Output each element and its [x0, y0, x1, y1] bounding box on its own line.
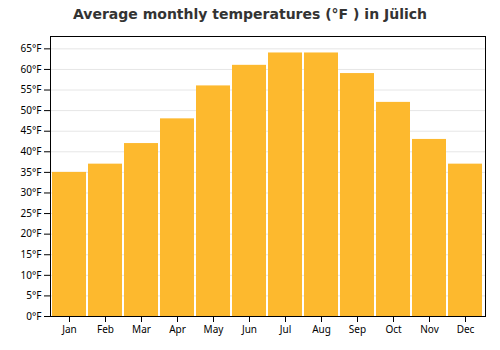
- svg-text:0°F: 0°F: [26, 309, 41, 323]
- svg-text:40°F: 40°F: [21, 144, 42, 158]
- html-text:Average monthly temperatures (: Average monthly temperatures (°F ) in Jü…: [73, 6, 427, 22]
- svg-text:35°F: 35°F: [21, 165, 42, 179]
- svg-text:50°F: 50°F: [21, 103, 42, 117]
- svg-text:45°F: 45°F: [21, 123, 42, 137]
- svg-text:Jul: Jul: [279, 322, 292, 336]
- svg-text:Nov: Nov: [420, 322, 439, 336]
- svg-text:Feb: Feb: [97, 322, 114, 336]
- svg-text:15°F: 15°F: [21, 247, 42, 261]
- svg-text:Dec: Dec: [457, 322, 475, 336]
- svg-text:Aug: Aug: [312, 322, 331, 336]
- svg-text:55°F: 55°F: [21, 82, 42, 96]
- svg-text:Oct: Oct: [385, 322, 402, 336]
- svg-text:10°F: 10°F: [21, 268, 42, 282]
- svg-text:5°F: 5°F: [26, 288, 41, 302]
- svg-text:65°F: 65°F: [21, 41, 42, 55]
- svg-text:Jan: Jan: [61, 322, 77, 336]
- svg-text:May: May: [204, 322, 225, 336]
- svg-text:Jun: Jun: [241, 322, 257, 336]
- svg-text:Sep: Sep: [349, 322, 366, 336]
- svg-text:Mar: Mar: [132, 322, 151, 336]
- svg-text:25°F: 25°F: [21, 206, 42, 220]
- svg-text:30°F: 30°F: [21, 185, 42, 199]
- svg-text:60°F: 60°F: [21, 62, 42, 76]
- svg-text:20°F: 20°F: [21, 226, 42, 240]
- svg-text:Apr: Apr: [169, 322, 186, 336]
